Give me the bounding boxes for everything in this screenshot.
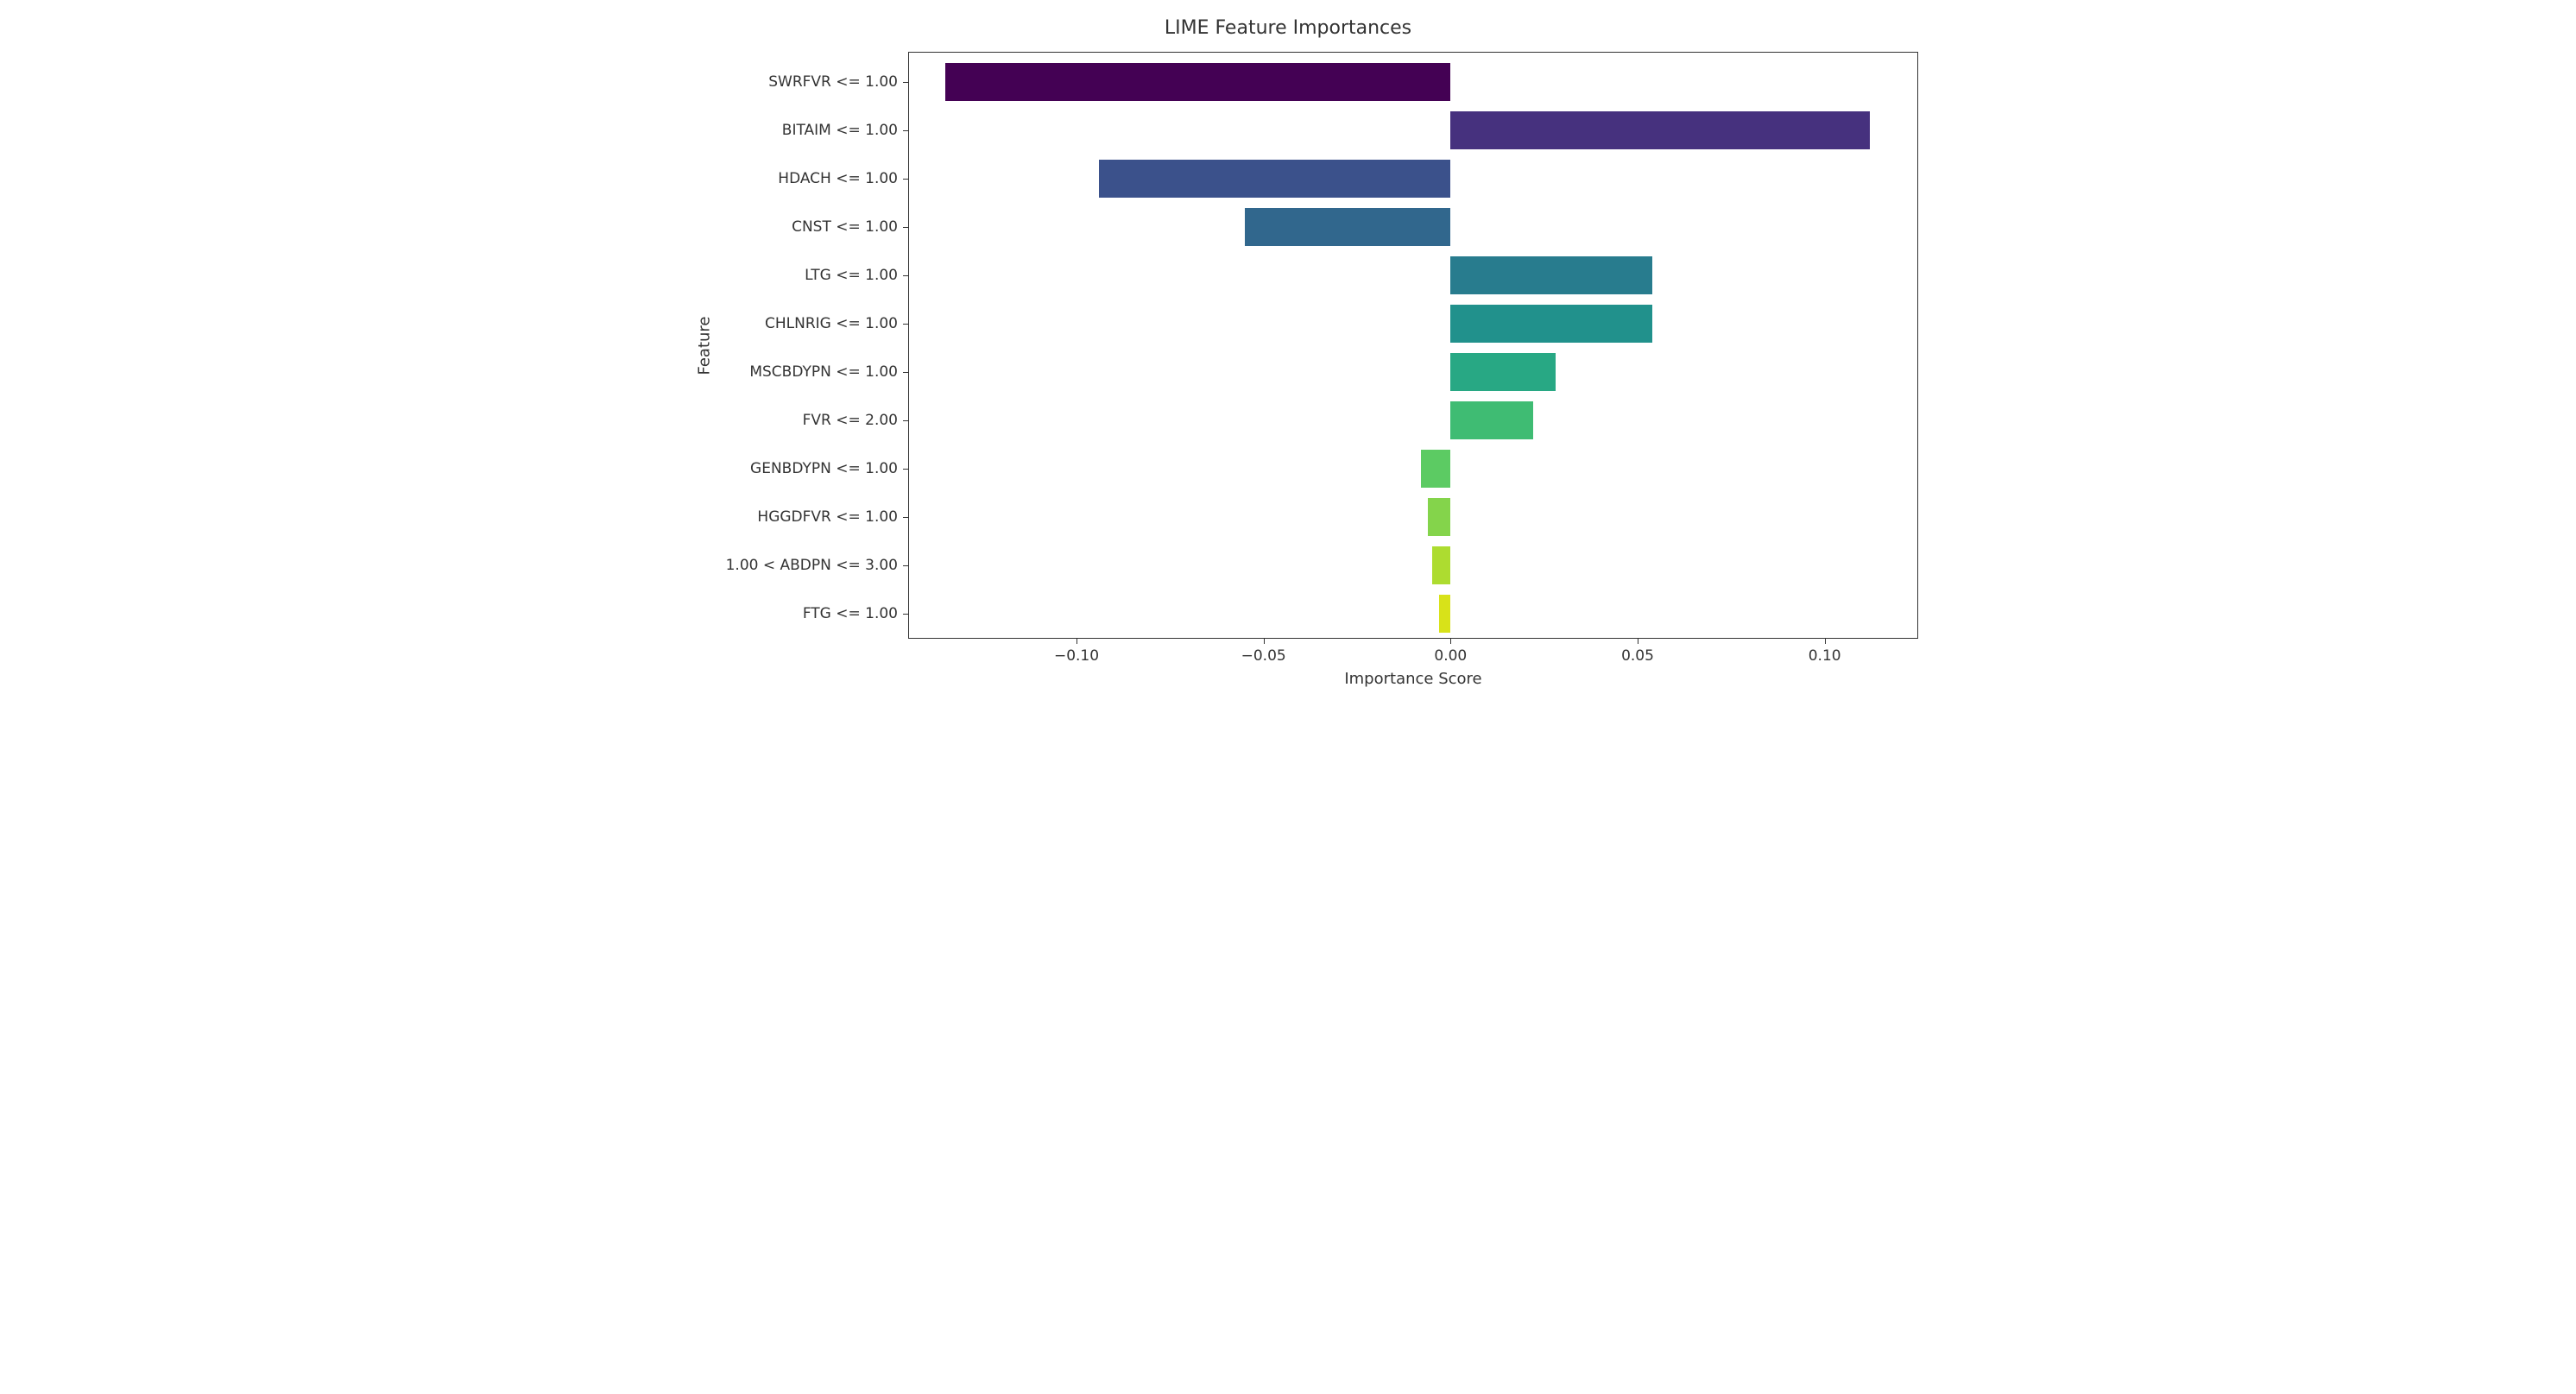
y-tick [903, 614, 908, 615]
y-tick-label: BITAIM <= 1.00 [782, 122, 898, 139]
y-tick-label: HDACH <= 1.00 [778, 170, 898, 187]
bar [1099, 160, 1450, 198]
y-tick-label: CNST <= 1.00 [792, 218, 898, 236]
y-tick-label: SWRFVR <= 1.00 [768, 73, 898, 91]
y-tick [903, 420, 908, 421]
y-tick-label: FTG <= 1.00 [803, 605, 898, 622]
x-tick [1264, 639, 1265, 644]
x-tick-label: 0.05 [1621, 647, 1654, 665]
x-tick-label: 0.10 [1809, 647, 1841, 665]
y-tick-label: LTG <= 1.00 [805, 267, 898, 284]
x-tick [1076, 639, 1077, 644]
y-axis-title: Feature [696, 316, 714, 375]
x-tick [1825, 639, 1826, 644]
y-tick-label: MSCBDYPN <= 1.00 [749, 363, 898, 381]
bar [1428, 498, 1450, 536]
bar [1450, 305, 1652, 343]
y-tick-label: FVR <= 2.00 [803, 412, 898, 429]
chart-title: LIME Feature Importances [658, 17, 1918, 39]
y-tick [903, 275, 908, 276]
y-tick [903, 469, 908, 470]
y-tick [903, 227, 908, 228]
y-tick [903, 565, 908, 566]
bar [1245, 208, 1450, 246]
y-tick-label: CHLNRIG <= 1.00 [765, 315, 898, 332]
y-tick [903, 130, 908, 131]
bar [1421, 450, 1451, 488]
y-tick [903, 324, 908, 325]
y-tick-label: HGGDFVR <= 1.00 [757, 508, 898, 526]
bar [1439, 595, 1450, 633]
bar [1450, 111, 1869, 149]
lime-chart: LIME Feature Importances SWRFVR <= 1.00 B… [658, 17, 1918, 699]
x-tick-label: −0.05 [1241, 647, 1286, 665]
bar [1450, 353, 1555, 391]
y-tick-label: 1.00 < ABDPN <= 3.00 [726, 557, 898, 574]
x-tick-label: −0.10 [1054, 647, 1099, 665]
y-tick [903, 179, 908, 180]
x-tick [1450, 639, 1451, 644]
y-tick [903, 82, 908, 83]
bar [945, 63, 1450, 101]
y-tick [903, 517, 908, 518]
bar [1432, 546, 1451, 584]
y-tick-label: GENBDYPN <= 1.00 [750, 460, 898, 477]
bar [1450, 256, 1652, 294]
bar [1450, 401, 1532, 439]
y-tick [903, 372, 908, 373]
x-tick-label: 0.00 [1434, 647, 1467, 665]
x-axis-title: Importance Score [908, 670, 1918, 688]
